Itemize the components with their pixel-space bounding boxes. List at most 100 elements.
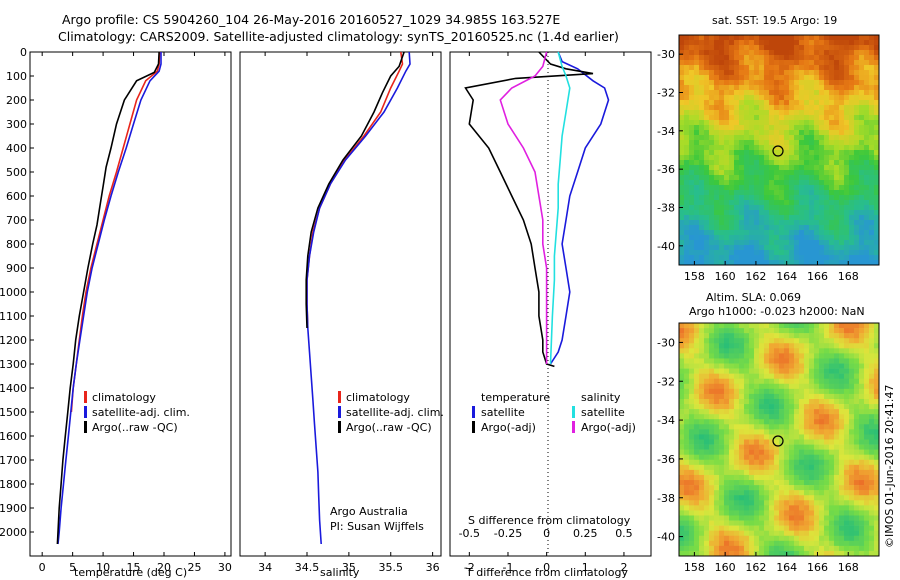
map-cell xyxy=(869,480,875,486)
map-cell xyxy=(869,328,875,334)
map-cell xyxy=(864,328,870,334)
x-tick-label: -1 xyxy=(502,561,513,574)
map-cell xyxy=(794,40,800,46)
map-cell xyxy=(824,474,830,481)
map-cell xyxy=(784,404,790,410)
map-cell xyxy=(684,368,690,374)
map-cell xyxy=(874,373,880,380)
map-cell xyxy=(699,210,705,216)
map-cell xyxy=(854,348,860,354)
map-cell xyxy=(749,535,755,542)
map-cell xyxy=(809,60,815,66)
map-cell xyxy=(709,190,715,196)
map-cell xyxy=(799,70,805,76)
map-cell xyxy=(714,358,720,364)
map-cell xyxy=(774,175,780,181)
map-cell xyxy=(729,110,735,116)
map-cell xyxy=(714,414,720,420)
map-cell xyxy=(834,444,840,450)
map-cell xyxy=(729,95,735,101)
map-cell xyxy=(744,165,750,171)
map-cell xyxy=(789,393,795,400)
map-cell xyxy=(714,500,720,506)
map-cell xyxy=(839,40,845,46)
map-cell xyxy=(864,245,870,251)
map-cell xyxy=(719,55,725,61)
map-cell xyxy=(744,195,750,201)
map-cell xyxy=(689,520,695,526)
map-cell xyxy=(859,358,865,364)
map-cell xyxy=(704,105,710,111)
map-cell xyxy=(784,388,790,395)
legend-label-satellite: satellite-adj. clim. xyxy=(346,406,444,419)
map-cell xyxy=(689,230,695,236)
map-cell xyxy=(699,175,705,181)
map-cell xyxy=(854,75,860,81)
map-cell xyxy=(794,235,800,241)
map-cell xyxy=(874,363,880,369)
map-cell xyxy=(834,505,840,511)
map-cell xyxy=(744,464,750,471)
map-cell xyxy=(719,125,725,131)
map-cell xyxy=(874,480,880,486)
legend-label-t-satellite: satellite xyxy=(481,406,525,419)
map-cell xyxy=(854,160,860,166)
map-cell xyxy=(784,414,790,420)
map-cell xyxy=(764,454,770,461)
map-cell xyxy=(829,490,835,496)
map-cell xyxy=(869,535,875,542)
map-cell xyxy=(724,424,730,430)
map-cell xyxy=(844,353,850,359)
map-cell xyxy=(689,333,695,339)
map-cell xyxy=(739,255,745,261)
map-cell xyxy=(864,120,870,126)
map-cell xyxy=(814,105,820,111)
map-cell xyxy=(824,535,830,542)
map-cell xyxy=(729,343,735,349)
map-cell xyxy=(789,550,795,557)
map-cell xyxy=(814,388,820,395)
map-cell xyxy=(769,535,775,542)
map-cell xyxy=(774,343,780,349)
map-cell xyxy=(814,175,820,181)
map-cell xyxy=(719,378,725,385)
map-cell xyxy=(689,45,695,51)
map-cell xyxy=(799,45,805,51)
map-cell xyxy=(844,75,850,81)
map-cell xyxy=(849,368,855,374)
map-cell xyxy=(739,140,745,146)
map-cell xyxy=(704,474,710,481)
map-cell xyxy=(759,434,765,440)
map-cell xyxy=(724,353,730,359)
map-cell xyxy=(744,429,750,435)
map-cell xyxy=(714,510,720,516)
map-cell xyxy=(764,95,770,101)
map-cell xyxy=(839,348,845,354)
map-cell xyxy=(824,459,830,466)
map-cell xyxy=(764,260,770,266)
map-cell xyxy=(849,353,855,359)
map-cell xyxy=(779,500,785,506)
map-cell xyxy=(764,545,770,552)
map-cell xyxy=(754,525,760,531)
map-cell xyxy=(759,205,765,211)
map-cell xyxy=(779,429,785,435)
map-cell xyxy=(714,165,720,171)
map-cell xyxy=(799,150,805,156)
map-cell xyxy=(844,449,850,455)
map-cell xyxy=(849,545,855,552)
map-cell xyxy=(869,85,875,91)
map-cell xyxy=(789,255,795,261)
map-cell xyxy=(859,333,865,339)
map-cell xyxy=(854,150,860,156)
map-cell xyxy=(824,165,830,171)
map-cell xyxy=(689,105,695,111)
map-cell xyxy=(854,70,860,76)
map-cell xyxy=(729,393,735,400)
map-cell xyxy=(794,145,800,151)
map-cell xyxy=(859,398,865,405)
map-cell xyxy=(734,125,740,131)
map-cell xyxy=(839,70,845,76)
map-cell xyxy=(729,454,735,461)
map-cell xyxy=(684,70,690,76)
